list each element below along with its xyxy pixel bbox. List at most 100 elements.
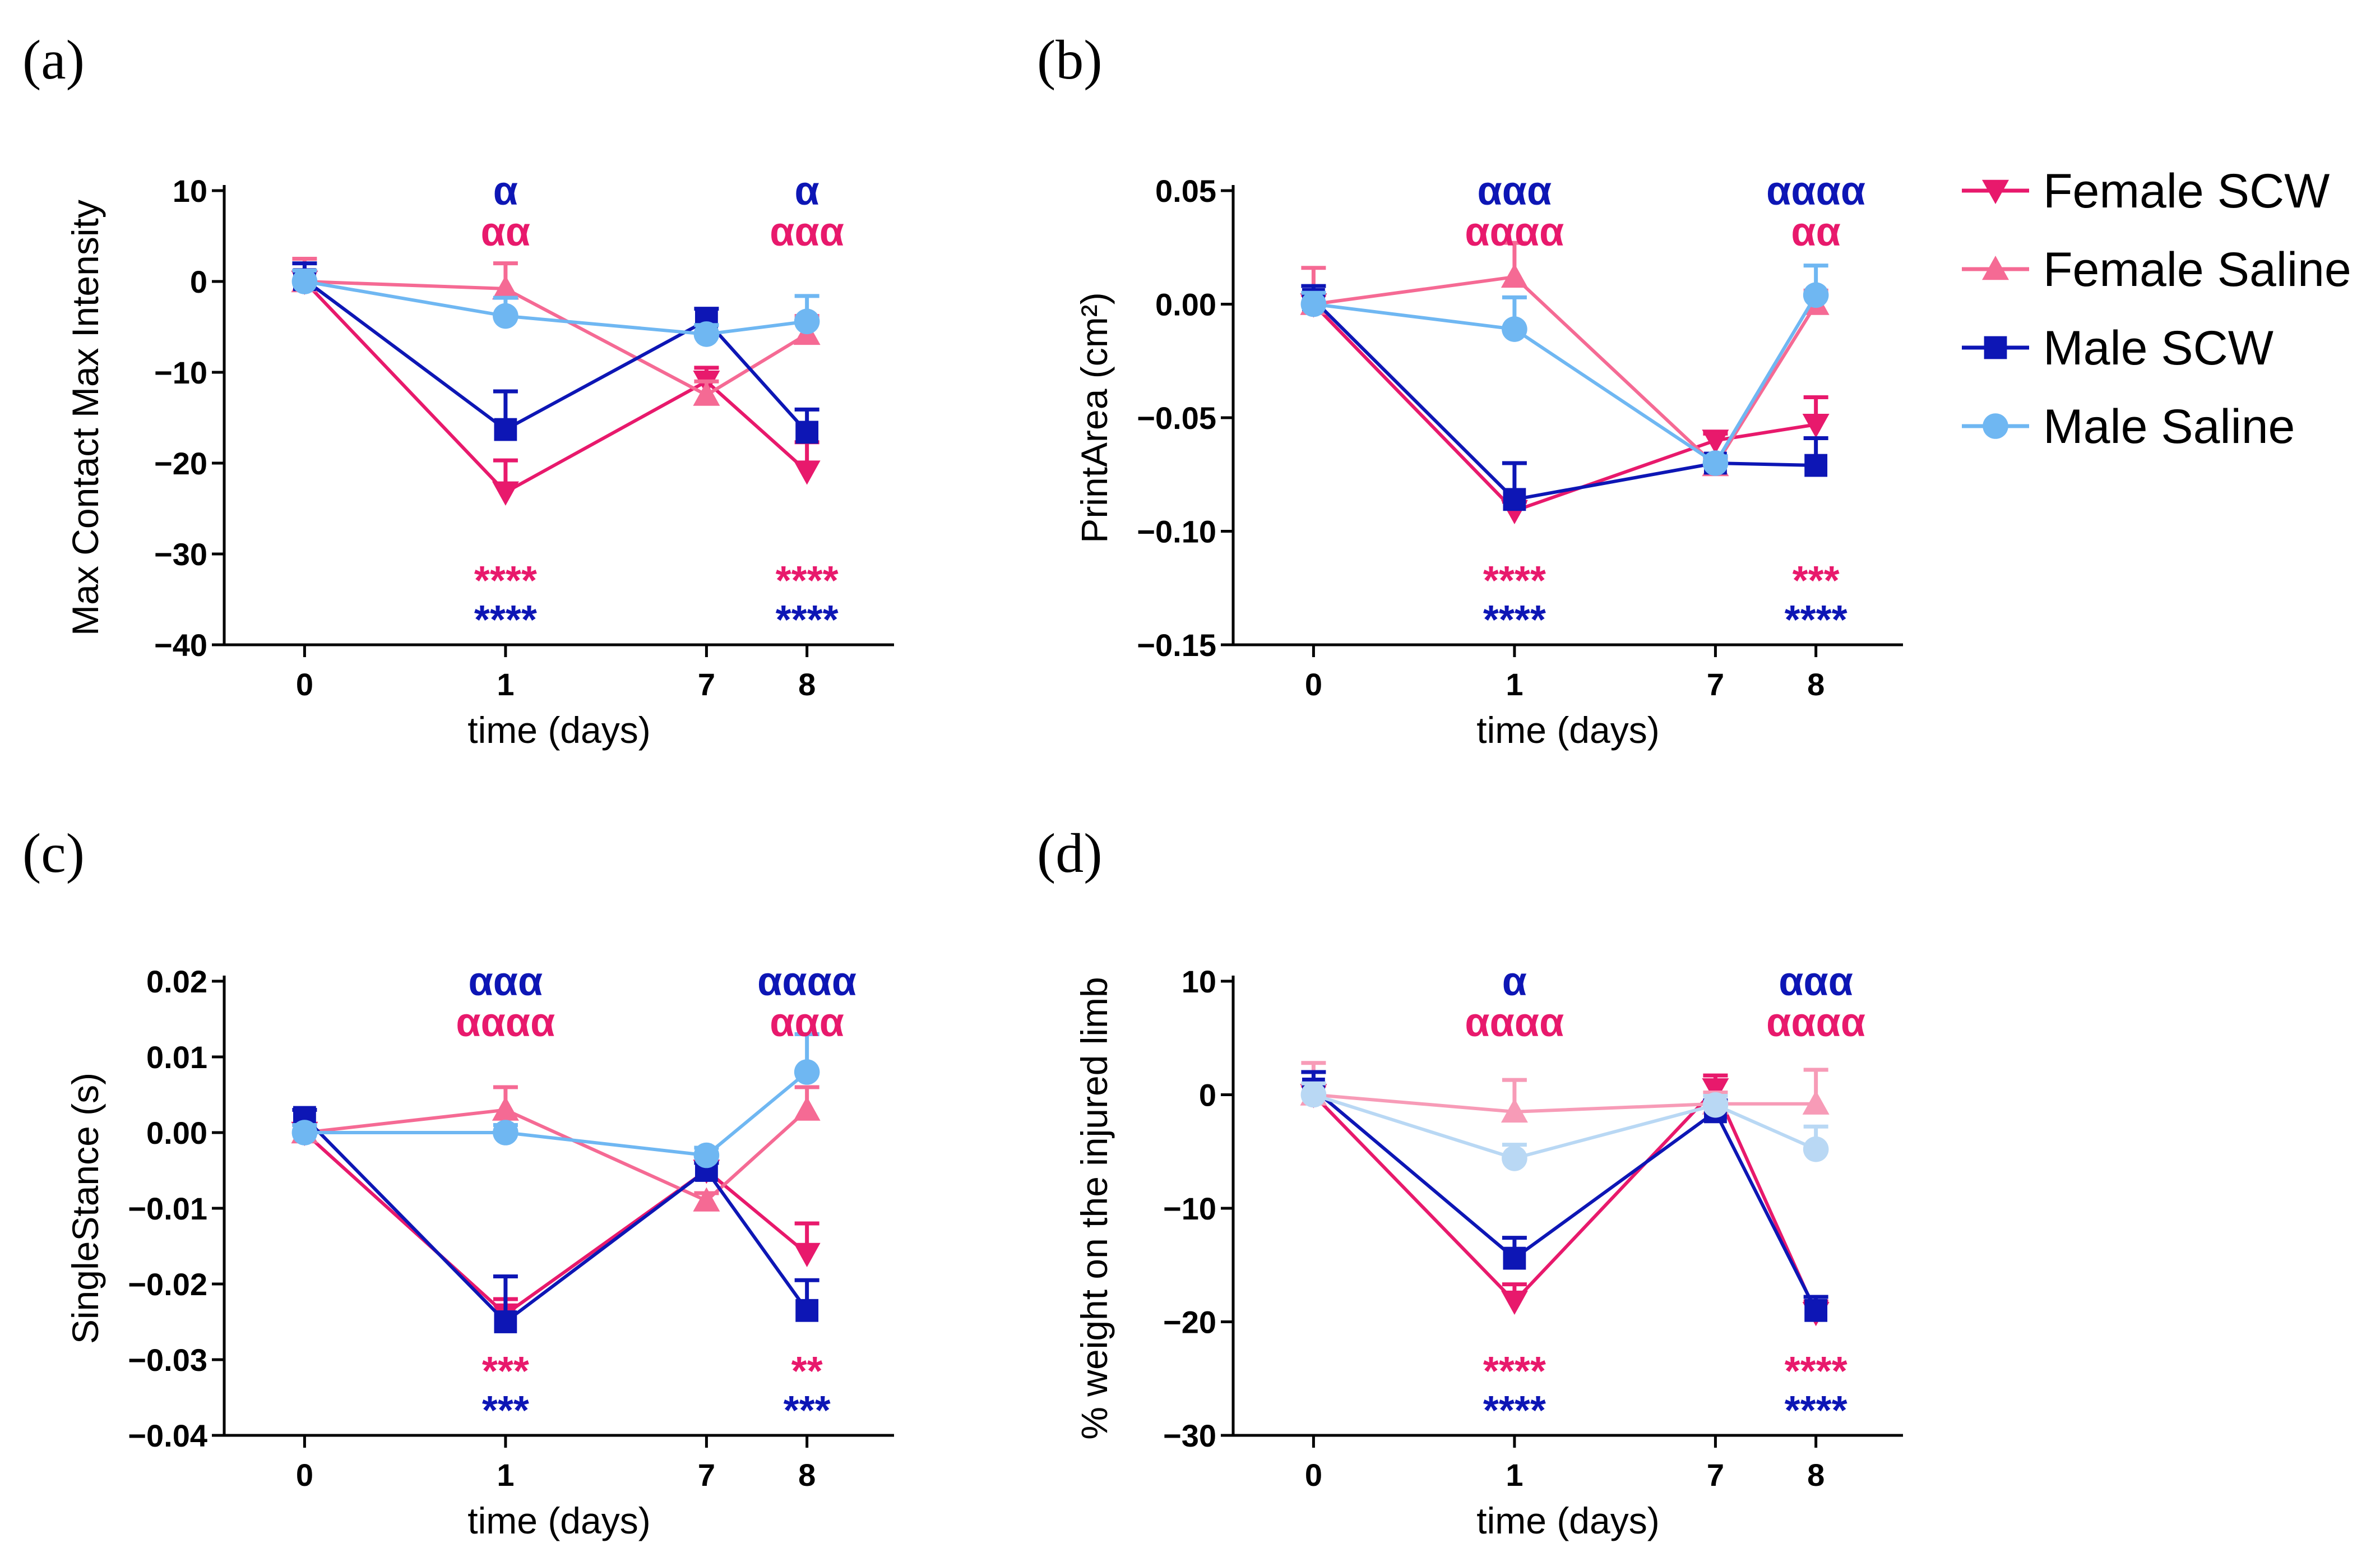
panel-label: (a) (22, 29, 85, 91)
legend-marker (1984, 336, 2007, 359)
series-line (1313, 275, 1818, 468)
series-line (1313, 1093, 1816, 1114)
y-tick-label: 0 (1199, 1078, 1216, 1113)
data-point (1702, 450, 1729, 476)
x-tick-label: 1 (1506, 1457, 1523, 1493)
legend-item-male-scw: Male SCW (1962, 321, 2273, 375)
series-line (304, 1070, 808, 1157)
panel-label: (b) (1037, 29, 1103, 91)
x-axis-title: time (days) (1476, 709, 1659, 751)
significance-annotation: **** (1483, 598, 1546, 643)
legend-marker (1982, 256, 2009, 280)
significance-annotation: **** (776, 558, 839, 603)
series-line (303, 1131, 808, 1316)
data-point (795, 1299, 819, 1322)
data-point (1802, 1090, 1830, 1115)
data-point (1702, 429, 1729, 454)
data-point (1804, 454, 1828, 477)
significance-annotation: **** (1785, 598, 1847, 643)
data-point (693, 1187, 720, 1212)
y-tick-label: 0.00 (1155, 287, 1216, 322)
legend-label: Male Saline (2043, 400, 2295, 454)
alpha-annotation: α (1502, 959, 1527, 1004)
series-line (1312, 1086, 1818, 1314)
data-point (1501, 263, 1528, 288)
series-male-scw (1301, 284, 1828, 511)
significance-annotation: **** (1483, 1388, 1546, 1433)
significance-annotation: ** (791, 1349, 823, 1394)
y-tick-label: −0.01 (128, 1191, 207, 1226)
y-tick-label: 0.00 (146, 1115, 207, 1151)
x-tick-label: 8 (798, 1457, 816, 1493)
data-point (493, 1120, 518, 1145)
series-line (1312, 303, 1817, 513)
alpha-annotation: αααα (757, 959, 856, 1004)
y-tick-label: −10 (1163, 1191, 1216, 1226)
y-tick-label: −0.02 (128, 1267, 207, 1302)
data-point (494, 1310, 517, 1333)
legend-item-female-saline: Female Saline (1962, 243, 2351, 297)
significance-annotation: *** (482, 1388, 529, 1433)
data-point (291, 1120, 318, 1145)
series-female-saline (291, 257, 821, 406)
data-point (793, 460, 821, 485)
x-axis-title: time (days) (467, 1500, 650, 1541)
significance-annotation: **** (1785, 1388, 1847, 1433)
data-point (1300, 291, 1327, 317)
data-point (1501, 1290, 1528, 1315)
x-tick-label: 0 (296, 1457, 313, 1493)
data-point (1503, 488, 1526, 511)
data-point (1502, 316, 1527, 342)
series-male-saline (1300, 264, 1829, 476)
data-point (794, 308, 820, 335)
data-point (693, 381, 720, 406)
y-tick-label: −20 (154, 446, 207, 481)
series-line (303, 278, 808, 433)
y-tick-label: −0.03 (128, 1342, 207, 1378)
x-tick-label: 8 (1807, 667, 1825, 702)
legend-label: Male SCW (2043, 321, 2273, 375)
significance-annotation: **** (1785, 1349, 1847, 1394)
x-tick-label: 0 (1305, 667, 1322, 702)
panel-label: (c) (22, 822, 85, 884)
y-tick-label: 0 (190, 264, 207, 299)
series-female-saline (1300, 241, 1830, 477)
significance-annotation: **** (1483, 558, 1546, 603)
x-axis-title: time (days) (1476, 1500, 1659, 1541)
y-axis-title: % weight on the injured limb (1073, 977, 1115, 1439)
data-point (494, 418, 517, 441)
y-tick-label: −0.10 (1137, 514, 1216, 549)
data-point (793, 1242, 821, 1267)
legend: Female SCW Female Saline Male SCW Male Sali… (1962, 164, 2351, 454)
data-point (1802, 413, 1830, 438)
series-female-scw (291, 269, 821, 506)
y-axis-title: PrintArea (cm²) (1073, 292, 1115, 543)
alpha-annotation: ααα (770, 210, 844, 255)
data-point (693, 1142, 720, 1168)
data-point (793, 1096, 821, 1121)
alpha-annotation: ααα (770, 1000, 844, 1045)
alpha-annotation: αααα (1465, 210, 1564, 255)
x-tick-label: 1 (497, 667, 514, 702)
y-tick-label: −40 (154, 627, 207, 663)
y-tick-label: −0.05 (1137, 400, 1216, 436)
alpha-annotation: ααα (1779, 959, 1853, 1004)
x-tick-label: 1 (497, 1457, 514, 1493)
y-tick-label: −10 (154, 355, 207, 390)
data-point (1803, 1136, 1829, 1162)
alpha-annotation: α (493, 169, 518, 214)
significance-annotation: **** (1483, 1349, 1546, 1394)
data-point (693, 321, 720, 347)
data-point (1702, 1092, 1729, 1118)
series-line (1313, 294, 1818, 466)
y-tick-label: 0.05 (1155, 173, 1216, 209)
x-tick-label: 0 (1305, 1457, 1322, 1493)
data-point (1300, 1082, 1327, 1108)
series-female-scw (1300, 1073, 1830, 1327)
y-tick-label: −0.04 (128, 1418, 207, 1453)
series-line (303, 280, 808, 495)
data-point (492, 1096, 519, 1121)
series-female-scw (291, 1121, 821, 1328)
